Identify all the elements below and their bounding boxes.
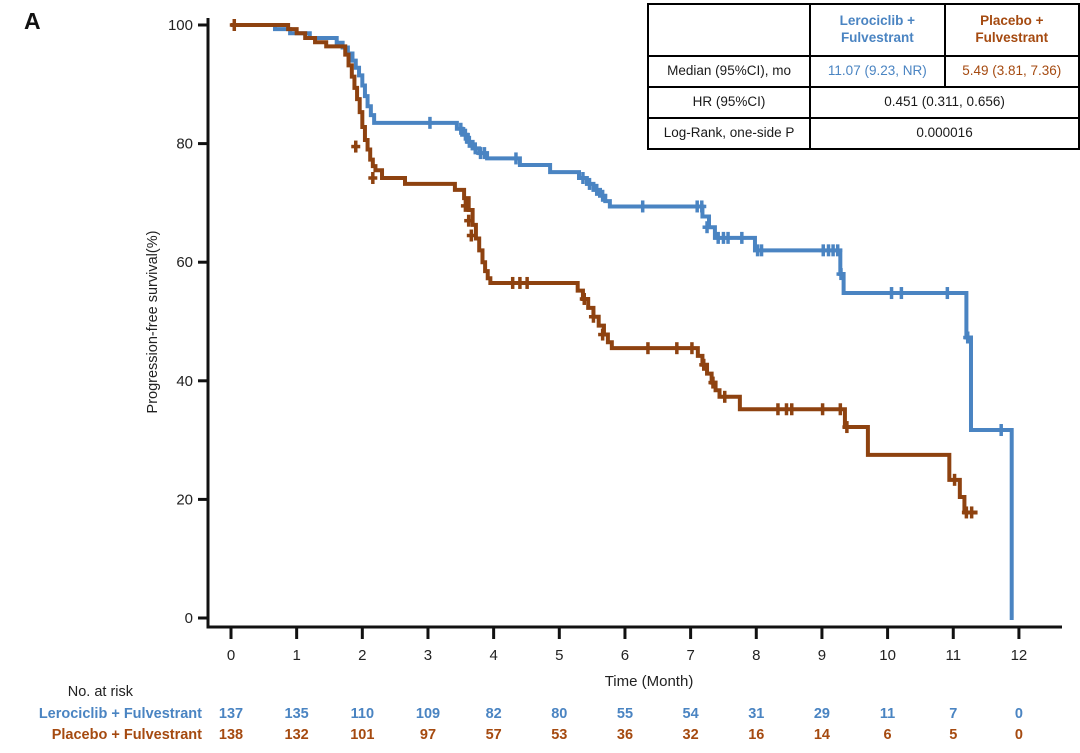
risk-count: 53 xyxy=(551,727,567,743)
risk-count: 80 xyxy=(551,706,567,722)
stats-row-hr: HR (95%CI) 0.451 (0.311, 0.656) xyxy=(646,86,1080,119)
risk-table-heading: No. at risk xyxy=(68,684,134,700)
risk-count: 137 xyxy=(219,706,243,722)
risk-row-label-placebo: Placebo + Fulvestrant xyxy=(52,727,202,743)
x-axis-title: Time (Month) xyxy=(605,673,694,690)
stats-label-logrank: Log-Rank, one-side P xyxy=(646,117,812,150)
y-tick-label: 20 xyxy=(176,491,193,508)
stats-header-row: Lerociclib + Fulvestrant Placebo + Fulve… xyxy=(646,3,1080,57)
risk-count: 0 xyxy=(1015,727,1023,743)
y-tick-label: 0 xyxy=(185,610,193,627)
stats-table: Lerociclib + Fulvestrant Placebo + Fulve… xyxy=(646,3,1080,150)
risk-count: 55 xyxy=(617,706,633,722)
stats-header-lerociclib: Lerociclib + Fulvestrant xyxy=(809,3,946,57)
x-tick-label: 5 xyxy=(555,647,563,664)
risk-count: 7 xyxy=(949,706,957,722)
risk-count: 101 xyxy=(350,727,374,743)
stats-row-logrank: Log-Rank, one-side P 0.000016 xyxy=(646,117,1080,150)
x-tick-label: 10 xyxy=(879,647,896,664)
stats-row-median: Median (95%CI), mo 11.07 (9.23, NR) 5.49… xyxy=(646,55,1080,88)
risk-count: 29 xyxy=(814,706,830,722)
risk-count: 31 xyxy=(748,706,764,722)
risk-count: 6 xyxy=(884,727,892,743)
stats-label-median: Median (95%CI), mo xyxy=(646,55,812,88)
x-tick-label: 4 xyxy=(489,647,497,664)
stats-header-placebo: Placebo + Fulvestrant xyxy=(943,3,1080,57)
risk-count: 97 xyxy=(420,727,436,743)
x-tick-label: 6 xyxy=(621,647,629,664)
x-tick-label: 8 xyxy=(752,647,760,664)
risk-count: 32 xyxy=(683,727,699,743)
risk-count: 14 xyxy=(814,727,830,743)
risk-count: 138 xyxy=(219,727,243,743)
stats-label-hr: HR (95%CI) xyxy=(646,86,812,119)
x-tick-label: 0 xyxy=(227,647,235,664)
risk-count: 57 xyxy=(486,727,502,743)
panel-label: A xyxy=(24,8,41,34)
y-tick-label: 100 xyxy=(168,17,193,34)
risk-count: 36 xyxy=(617,727,633,743)
x-tick-label: 12 xyxy=(1011,647,1028,664)
x-tick-label: 11 xyxy=(945,647,961,664)
risk-row-label-lerociclib: Lerociclib + Fulvestrant xyxy=(39,706,202,722)
risk-count: 54 xyxy=(683,706,699,722)
y-tick-label: 60 xyxy=(176,254,193,271)
stats-value-logrank: 0.000016 xyxy=(809,117,1080,150)
y-tick-label: 40 xyxy=(176,373,193,390)
risk-count: 132 xyxy=(285,727,309,743)
x-tick-label: 7 xyxy=(686,647,694,664)
risk-count: 110 xyxy=(351,706,374,722)
stats-value-median-lerociclib: 11.07 (9.23, NR) xyxy=(809,55,946,88)
risk-count: 5 xyxy=(949,727,957,743)
x-tick-label: 2 xyxy=(358,647,366,664)
stats-header-empty-cell xyxy=(646,3,812,57)
risk-count: 11 xyxy=(880,706,895,722)
x-tick-label: 3 xyxy=(424,647,432,664)
risk-count: 16 xyxy=(748,727,764,743)
y-axis-title: Progression-free survival(%) xyxy=(145,231,161,414)
x-tick-label: 1 xyxy=(292,647,300,664)
y-tick-label: 80 xyxy=(176,136,193,153)
stats-value-median-placebo: 5.49 (3.81, 7.36) xyxy=(943,55,1080,88)
risk-count: 0 xyxy=(1015,706,1023,722)
risk-count: 135 xyxy=(285,706,309,722)
x-tick-label: 9 xyxy=(818,647,826,664)
risk-count: 82 xyxy=(486,706,502,722)
risk-count: 109 xyxy=(416,706,440,722)
stats-value-hr: 0.451 (0.311, 0.656) xyxy=(809,86,1080,119)
